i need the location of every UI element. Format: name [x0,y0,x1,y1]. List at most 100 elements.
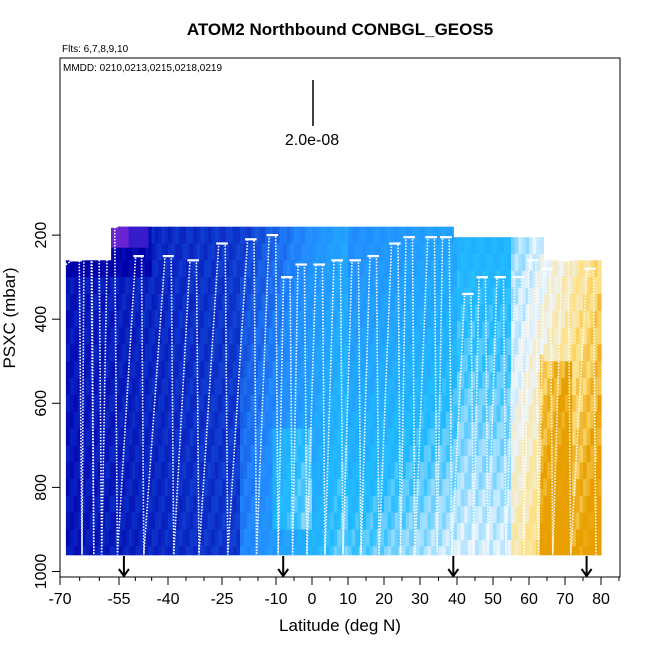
heatmap-cell [101,294,106,312]
heatmap-cell [597,260,602,278]
heatmap-cell [207,361,212,379]
heatmap-cell [457,506,462,524]
heatmap-cell [348,479,353,497]
heatmap-cell [478,304,483,322]
heatmap-cell [333,495,338,514]
heatmap-cell [69,546,75,556]
heatmap-cell [161,495,166,514]
heatmap-cell [503,338,508,356]
heatmap-cell [586,277,591,295]
heatmap-cell [111,294,116,312]
heatmap-cell [158,512,163,530]
heatmap-cell [412,344,417,362]
heatmap-cell [301,260,306,278]
heatmap-cell [565,512,570,530]
heatmap-cell [369,310,374,329]
heatmap-cell [593,411,598,430]
heatmap-cell [93,411,98,430]
heatmap-cell [268,495,273,514]
heatmap-cell [77,495,83,514]
heatmap-cell [412,327,417,345]
heatmap-cell [254,327,259,345]
heatmap-cell [583,546,588,556]
heatmap-cell [128,512,133,530]
heatmap-cell [171,462,176,480]
heatmap-cell [73,277,79,295]
heatmap-cell [304,310,309,329]
heatmap-cell [394,327,399,345]
heatmap-cell [189,344,194,362]
heatmap-cell [193,445,198,463]
heatmap-cell [478,472,483,491]
heatmap-cell [550,327,555,345]
heatmap-cell [394,495,399,514]
heatmap-cell [101,529,106,547]
heatmap-cell [554,411,559,430]
heatmap-cell [151,277,156,295]
heatmap-cell [297,277,302,295]
heatmap-cell [402,394,407,413]
heatmap-cell [171,327,176,345]
heatmap-cell [333,243,338,261]
heatmap-cell [380,462,385,480]
heatmap-cell [387,411,392,430]
heatmap-cell [554,378,559,396]
heatmap-cell [164,294,169,312]
heatmap-cell [111,529,116,547]
heatmap-cell [141,428,146,446]
heatmap-cell [593,310,598,329]
heatmap-cell [308,226,313,245]
heatmap-cell [518,472,523,491]
heatmap-cell [521,489,526,507]
heatmap-cell [193,479,198,497]
heatmap-cell [225,226,230,245]
heatmap-cell [168,243,173,261]
heatmap-cell [254,294,259,312]
heatmap-cell [154,411,159,430]
heatmap-cell [85,378,91,396]
heatmap-cell [204,479,209,497]
heatmap-cell [222,479,227,497]
heatmap-cell [376,226,381,245]
heatmap-cell [97,277,102,295]
heatmap-cell [427,260,432,278]
heatmap-cell [373,512,378,530]
heatmap-cell [168,277,173,295]
heatmap-cell [348,327,353,345]
heatmap-cell [193,243,198,261]
heatmap-cell [132,462,136,480]
heatmap-cell [158,260,163,278]
heatmap-cell [478,371,483,390]
heatmap-cell [337,310,342,329]
heatmap-cell [290,445,295,463]
x-tick-label: 50 [484,591,502,608]
heatmap-cell [111,546,116,556]
heatmap-cell [312,479,317,497]
heatmap-cell [161,546,166,556]
heatmap-cell [168,495,173,514]
heatmap-cell [511,237,516,255]
heatmap-cell [496,455,501,474]
heatmap-cell [148,428,153,446]
heatmap-cell [65,479,71,497]
heatmap-cell [579,378,584,396]
heatmap-cell [115,327,120,345]
heatmap-cell [590,445,595,463]
heatmap-cell [355,462,360,480]
heatmap-cell [460,472,465,491]
heatmap-cell [394,445,399,463]
heatmap-cell [105,512,110,530]
heatmap-cell [503,439,508,457]
heatmap-cell [380,226,385,245]
heatmap-cell [207,277,212,295]
heatmap-cell [529,540,534,556]
heatmap-cell [453,472,458,491]
heatmap-cell [355,378,360,396]
heatmap-cell [518,270,523,289]
heatmap-cell [283,479,288,497]
heatmap-cell [236,226,241,245]
heatmap-cell [297,344,302,362]
heatmap-cell [518,540,523,556]
heatmap-cell [247,260,252,278]
heatmap-cell [550,529,555,547]
